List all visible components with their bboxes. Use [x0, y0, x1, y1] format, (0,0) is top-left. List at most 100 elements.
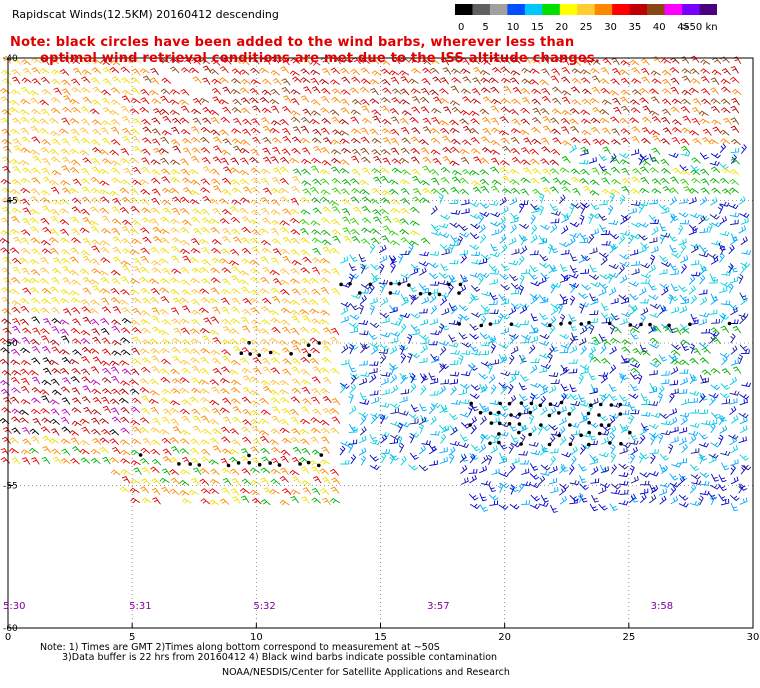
wind-barb — [120, 158, 131, 164]
wind-barb — [231, 78, 241, 84]
wind-barb — [111, 388, 121, 396]
wind-barb — [717, 204, 724, 215]
wind-barb — [209, 499, 220, 506]
wind-barb — [730, 236, 738, 245]
wind-barb — [91, 77, 101, 85]
wind-barb — [480, 87, 491, 94]
wind-barb — [489, 269, 500, 275]
wind-barb — [550, 402, 561, 408]
wind-barb — [519, 423, 529, 431]
wind-barb — [2, 156, 11, 164]
wind-barb — [290, 249, 300, 256]
wind-barb — [240, 157, 249, 165]
wind-barb — [159, 429, 170, 435]
wind-barb — [679, 359, 690, 366]
wind-barb — [701, 98, 711, 105]
wind-barb — [379, 255, 388, 263]
legend-swatch — [629, 4, 648, 15]
legend-label: 25 — [580, 22, 593, 33]
wind-barb — [81, 376, 91, 384]
wind-barb — [639, 153, 649, 161]
wind-barb — [370, 228, 380, 235]
wind-barb — [71, 237, 81, 244]
wind-barb — [339, 445, 346, 456]
wind-barb — [600, 344, 607, 355]
wind-barb — [581, 58, 591, 66]
wind-barb — [699, 490, 710, 496]
wind-barb — [312, 207, 322, 215]
wind-barb — [1, 138, 12, 145]
wind-barb — [120, 276, 130, 284]
wind-barb — [629, 332, 639, 340]
legend-label: 15 — [531, 22, 544, 33]
wind-barb — [219, 77, 229, 84]
quality-circle — [437, 292, 442, 297]
wind-barb — [532, 188, 542, 196]
wind-barb — [599, 78, 610, 85]
wind-barb — [40, 239, 51, 246]
wind-barb — [390, 128, 400, 136]
wind-barb — [529, 503, 541, 510]
wind-barb — [561, 186, 571, 193]
wind-barb — [71, 446, 82, 453]
wind-barb — [518, 482, 525, 493]
wind-barb — [397, 315, 404, 326]
wind-barb — [400, 273, 411, 279]
wind-barb — [579, 303, 585, 314]
wind-barb — [729, 406, 737, 416]
quality-circle — [397, 282, 402, 286]
wind-barb — [511, 248, 520, 255]
wind-barb — [531, 206, 540, 214]
wind-barb — [291, 476, 301, 484]
wind-barb — [200, 456, 211, 464]
wind-barb — [359, 179, 370, 186]
wind-barb — [129, 108, 140, 115]
wind-barb — [709, 484, 721, 490]
wind-barb — [310, 69, 321, 76]
wind-barb — [241, 128, 252, 136]
wind-barb — [360, 455, 367, 466]
wind-barb — [18, 409, 29, 416]
wind-barb — [280, 467, 289, 476]
wind-barb — [2, 55, 11, 64]
wind-barb — [210, 129, 221, 136]
wind-barb — [192, 97, 202, 106]
wind-barb — [89, 308, 99, 314]
wind-barb — [40, 307, 50, 314]
wind-barb — [369, 243, 376, 254]
wind-barb — [99, 418, 110, 424]
wind-barb — [290, 309, 301, 316]
wind-barb — [369, 297, 378, 305]
wind-barb — [468, 493, 479, 501]
wind-barb — [732, 325, 742, 334]
wind-barb — [569, 295, 576, 306]
wind-barb — [619, 447, 628, 455]
wind-barb — [380, 59, 391, 66]
wind-barb — [41, 139, 51, 146]
wind-barb — [89, 220, 100, 226]
wind-barb — [350, 374, 357, 385]
wind-barb — [240, 487, 250, 494]
wind-barb — [369, 284, 375, 295]
wind-barb — [151, 478, 161, 485]
wind-barb — [59, 367, 70, 375]
wind-barb — [222, 86, 231, 95]
wind-barb — [331, 177, 342, 185]
wind-barb — [50, 107, 61, 114]
wind-barb — [721, 167, 732, 174]
wind-barb — [289, 208, 300, 215]
wind-barb — [551, 282, 562, 288]
wind-barb — [611, 178, 621, 185]
wind-barb — [619, 261, 630, 268]
quality-circle — [598, 402, 603, 407]
wind-barb — [440, 263, 449, 272]
wind-barb — [210, 316, 220, 324]
wind-barb — [650, 129, 661, 136]
quality-circle — [547, 413, 552, 418]
wind-barb — [438, 340, 449, 346]
wind-barb — [620, 137, 631, 145]
wind-barb — [59, 298, 70, 304]
wind-barb — [120, 337, 131, 344]
wind-barb — [430, 149, 441, 155]
wind-barb — [418, 283, 428, 291]
